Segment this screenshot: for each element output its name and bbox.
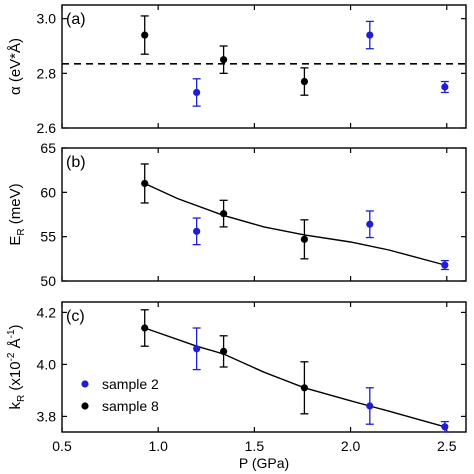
y-tick-label: 55 bbox=[40, 229, 56, 245]
y-axis-label-sup: -2 bbox=[6, 352, 17, 361]
x-tick-label: 2.5 bbox=[437, 438, 457, 454]
y-axis-label-unit-tail: Å bbox=[7, 338, 24, 352]
y-axis-label-main: α (eV*Å) bbox=[7, 38, 24, 95]
y-axis-label-sup: -1 bbox=[6, 329, 17, 338]
data-point-sample2 bbox=[441, 83, 449, 91]
legend-marker-sample8 bbox=[81, 402, 89, 410]
data-point-sample2 bbox=[193, 88, 201, 97]
legend-label-sample2: sample 2 bbox=[102, 376, 159, 392]
x-tick-label: 1.0 bbox=[148, 438, 168, 454]
y-tick-label: 2.6 bbox=[37, 120, 57, 136]
legend-marker-sample2 bbox=[81, 380, 89, 388]
y-axis-label-main: E bbox=[7, 236, 24, 246]
x-axis-label: P (GPa) bbox=[239, 455, 289, 471]
x-tick-label: 2.0 bbox=[341, 438, 361, 454]
panel-c: 3.8 4.0 4.2 0.5 1.0 1.5 2.0 2.5 P (GPa) (c) kR (x1… bbox=[6, 301, 467, 471]
y-tick-label: 3.0 bbox=[37, 11, 57, 27]
y-tick-label: 50 bbox=[40, 273, 56, 289]
y-tick-label: 65 bbox=[40, 140, 56, 156]
panel-b: 50 55 60 65 (b) ER (meV) bbox=[7, 140, 467, 289]
data-point-sample2 bbox=[441, 423, 449, 431]
y-axis-label-unit: (meV) bbox=[7, 183, 24, 228]
y-axis-label-close: ) bbox=[7, 324, 24, 329]
fit-curve bbox=[144, 327, 445, 428]
data-point-sample2 bbox=[366, 31, 374, 39]
y-tick-label: 4.0 bbox=[37, 356, 57, 372]
data-point-sample8 bbox=[300, 235, 308, 243]
data-point-sample2 bbox=[366, 220, 374, 228]
data-point-sample8 bbox=[220, 56, 228, 64]
panel-a: 2.6 2.8 3.0 (a) α (eV*Å) bbox=[7, 4, 467, 136]
y-axis-label: ER (meV) bbox=[7, 183, 27, 245]
y-axis-label-unit: (x10 bbox=[7, 361, 24, 394]
panel-label: (b) bbox=[66, 154, 86, 171]
data-point-sample2 bbox=[366, 402, 374, 410]
y-axis-label-subscript: R bbox=[16, 395, 27, 402]
y-axis-label: α (eV*Å) bbox=[7, 38, 24, 95]
plot-frame bbox=[61, 4, 467, 129]
x-tick-label: 0.5 bbox=[52, 438, 72, 454]
data-point-sample8 bbox=[220, 210, 228, 218]
data-point-sample2 bbox=[441, 261, 449, 269]
y-tick-label: 60 bbox=[40, 184, 56, 200]
legend-label-sample8: sample 8 bbox=[102, 398, 159, 414]
y-tick-label: 4.2 bbox=[37, 304, 57, 320]
data-point-sample8 bbox=[300, 77, 308, 86]
y-tick-label: 2.8 bbox=[37, 65, 57, 81]
plot-frame bbox=[61, 301, 467, 433]
data-point-sample8 bbox=[141, 179, 149, 188]
plot-frame bbox=[61, 147, 467, 282]
data-point-sample8 bbox=[300, 384, 308, 392]
data-point-sample2 bbox=[193, 227, 201, 235]
y-axis-label: kR (x10-2 Å-1) bbox=[6, 324, 27, 409]
x-tick-label: 1.5 bbox=[245, 438, 265, 454]
data-point-sample8 bbox=[141, 31, 149, 39]
y-axis-label-main: k bbox=[7, 402, 24, 410]
panel-label: (a) bbox=[66, 11, 86, 28]
y-tick-label: 3.8 bbox=[37, 408, 57, 424]
panel-label: (c) bbox=[66, 308, 85, 325]
data-point-sample8 bbox=[141, 324, 149, 332]
data-point-sample2 bbox=[193, 345, 201, 353]
data-point-sample8 bbox=[220, 347, 228, 355]
y-axis-label-subscript: R bbox=[16, 228, 27, 235]
fit-curve bbox=[144, 182, 445, 266]
